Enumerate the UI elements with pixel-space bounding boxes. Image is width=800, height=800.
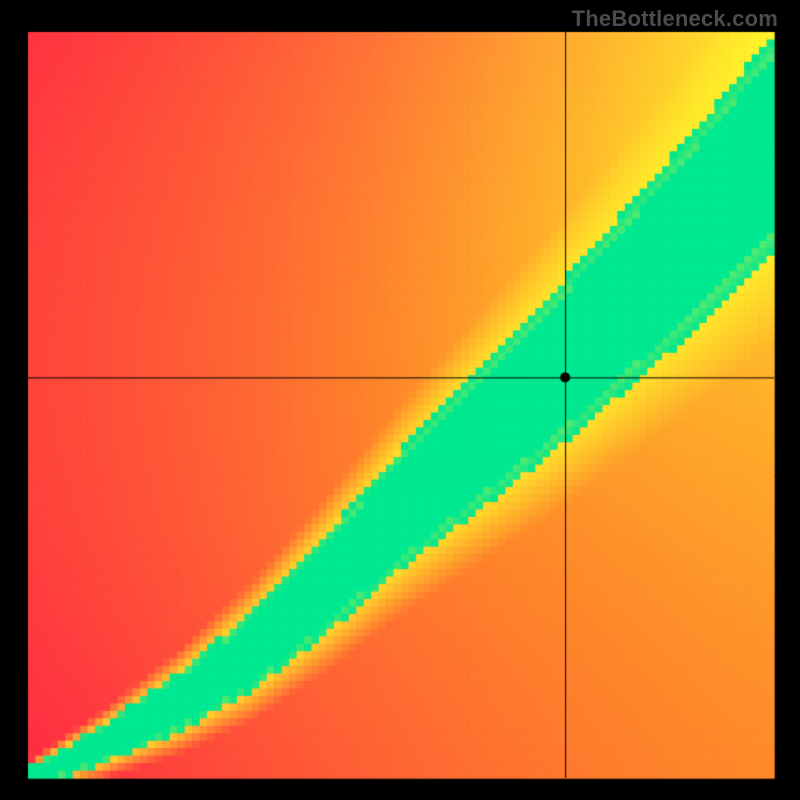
chart-frame: TheBottleneck.com (0, 0, 800, 800)
bottleneck-heatmap (0, 0, 800, 800)
watermark-text: TheBottleneck.com (572, 6, 778, 32)
